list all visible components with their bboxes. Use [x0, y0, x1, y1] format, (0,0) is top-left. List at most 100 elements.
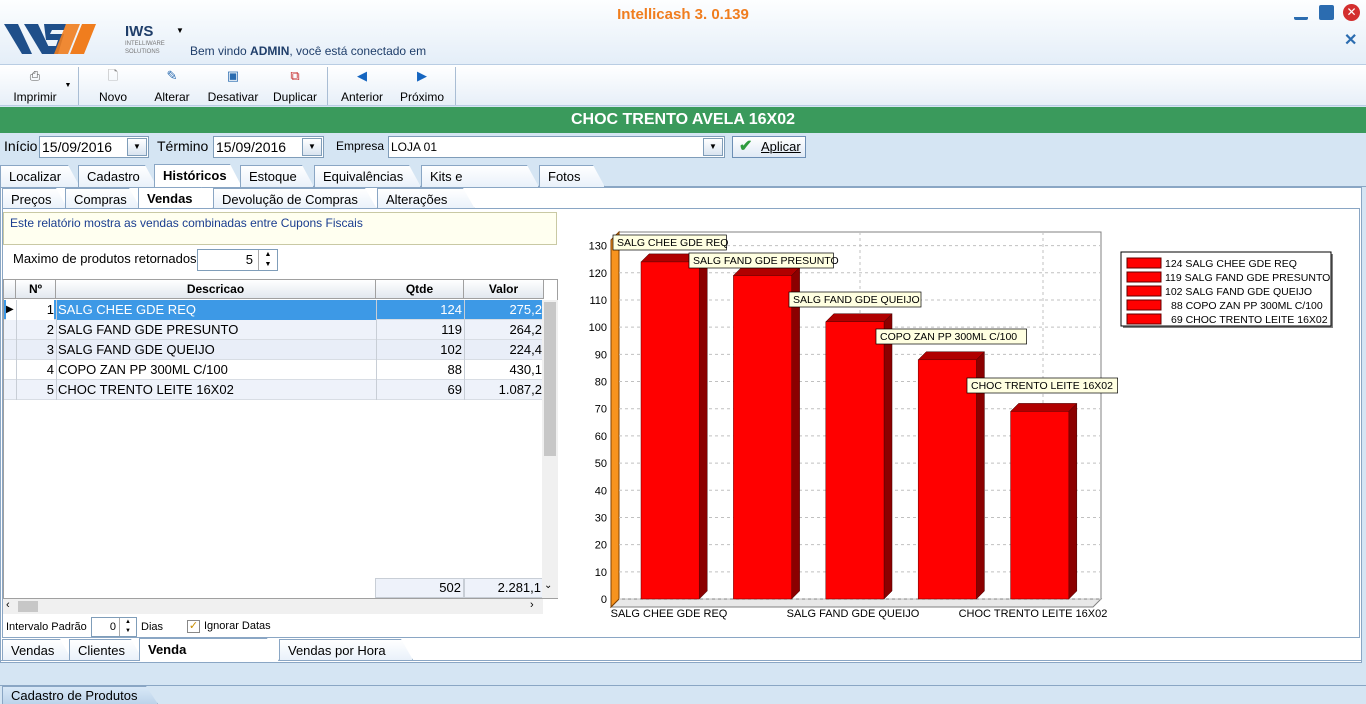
- desativar-button[interactable]: ▣ Desativar: [204, 65, 262, 107]
- alterar-label: Alterar: [154, 90, 190, 104]
- ignorar-datas-label: Ignorar Datas: [204, 620, 271, 632]
- total-valor: 2.281,1: [464, 578, 544, 598]
- y-tick-label: 130: [589, 241, 607, 253]
- tab-fotos-label: Fotos: [548, 169, 581, 184]
- y-tick-label: 30: [595, 512, 607, 524]
- anterior-button[interactable]: ◀ Anterior: [336, 65, 388, 107]
- intervalo-spinner[interactable]: 0: [91, 617, 137, 637]
- desativar-label: Desativar: [207, 90, 259, 104]
- imprimir-label: Imprimir: [13, 90, 57, 104]
- scroll-down-icon[interactable]: ⌄: [544, 580, 553, 591]
- apply-button[interactable]: ✔ Aplicar: [732, 136, 806, 158]
- total-qtde: 502: [375, 578, 464, 598]
- imprimir-button[interactable]: ⎙ Imprimir: [4, 65, 66, 107]
- close-form-icon[interactable]: ✕: [1344, 32, 1358, 49]
- check-icon: ✔: [739, 138, 753, 155]
- empresa-value: LOJA 01: [391, 140, 438, 154]
- grid-header-valor[interactable]: Valor: [464, 280, 544, 299]
- logo-text: IWS: [125, 23, 154, 40]
- bar: [1010, 411, 1070, 600]
- duplicar-button[interactable]: ⧉ Duplicar: [268, 65, 322, 107]
- tab-cadastro-produtos-label: Cadastro de Produtos: [11, 688, 138, 703]
- row-n: 1: [16, 300, 54, 320]
- tab-estoque[interactable]: Estoque: [240, 165, 314, 187]
- minimize-button[interactable]: [1294, 6, 1308, 20]
- ignorar-datas-checkbox[interactable]: ✓: [187, 620, 200, 633]
- y-tick-label: 70: [595, 404, 607, 416]
- table-row[interactable]: ▶ 1 SALG CHEE GDE REQ 124 275,2: [4, 300, 542, 320]
- tab-clientes[interactable]: Clientes: [69, 639, 143, 660]
- grid-header-descricao[interactable]: Descricao: [56, 280, 376, 299]
- tab-equivalencias[interactable]: Equivalências: [314, 165, 421, 187]
- welcome-prefix: Bem vindo: [190, 44, 251, 58]
- scroll-left-icon[interactable]: ‹: [6, 599, 10, 611]
- legend-label: 119 SALG FAND GDE PRESUNTO: [1165, 272, 1330, 284]
- inicio-dropdown-button[interactable]: ▼: [127, 138, 147, 156]
- arrow-right-icon: ▶: [417, 68, 427, 83]
- termino-date-value: 15/09/2016: [216, 139, 287, 155]
- product-title: CHOC TRENTO AVELA 16X02: [0, 107, 1366, 133]
- tab-venda-combinada[interactable]: Venda Combinada: [139, 638, 279, 661]
- data-label-box: [688, 252, 834, 269]
- maximize-button[interactable]: [1319, 5, 1334, 20]
- max-products-label: Maximo de produtos retornados: [13, 251, 197, 266]
- close-button[interactable]: ✕: [1343, 4, 1360, 21]
- tab-kits-producao[interactable]: Kits e Produção: [421, 165, 539, 187]
- row-valor: 430,1: [509, 362, 542, 377]
- tab-vendas-por-hora[interactable]: Vendas por Hora: [279, 639, 413, 660]
- tab-localizar-label: Localizar: [9, 169, 62, 184]
- table-row[interactable]: 2 SALG FAND GDE PRESUNTO 119 264,2: [4, 320, 542, 340]
- bar-side: [698, 253, 708, 600]
- y-tick-label: 60: [595, 431, 607, 443]
- grid-horizontal-scrollbar[interactable]: [3, 599, 543, 614]
- row-n: 5: [46, 382, 54, 397]
- subtab-devolucao-compras[interactable]: Devolução de Compras: [213, 188, 377, 209]
- proximo-label: Próximo: [399, 90, 444, 104]
- y-tick-label: 0: [601, 594, 607, 606]
- table-row[interactable]: 3 SALG FAND GDE QUEIJO 102 224,4: [4, 340, 542, 360]
- title-bar: IWS INTELLIWARE SOLUTIONS ▼ Intellicash …: [0, 0, 1366, 64]
- imprimir-dropdown[interactable]: ▼: [64, 82, 72, 89]
- termino-dropdown-button[interactable]: ▼: [302, 138, 322, 156]
- inicio-date-value: 15/09/2016: [42, 139, 113, 155]
- bar-top: [917, 351, 986, 361]
- logo-menu-arrow[interactable]: ▼: [176, 26, 184, 35]
- novo-button[interactable]: 🗋 Novo: [90, 65, 136, 107]
- max-products-stepper[interactable]: ▲ ▼: [258, 250, 277, 270]
- subtab-compras[interactable]: Compras: [65, 188, 141, 209]
- tab-historicos[interactable]: Históricos: [154, 164, 242, 187]
- window-taskbar: Cadastro de Produtos: [0, 685, 1366, 704]
- tab-localizar[interactable]: Localizar: [0, 165, 80, 187]
- legend-label: 124 SALG CHEE GDE REQ: [1165, 258, 1297, 270]
- max-products-spinner[interactable]: 5: [197, 249, 278, 271]
- x-tick-label: SALG CHEE GDE REQ: [611, 608, 728, 620]
- tab-fotos[interactable]: Fotos: [539, 165, 605, 187]
- alterar-button[interactable]: ✎ Alterar: [148, 65, 196, 107]
- empresa-select[interactable]: LOJA 01: [388, 136, 725, 158]
- y-tick-label: 10: [595, 567, 607, 579]
- subtab-vendas[interactable]: Vendas: [138, 187, 213, 209]
- intervalo-stepper[interactable]: ▲ ▼: [119, 618, 136, 636]
- subtab-precos[interactable]: Preços: [2, 188, 68, 209]
- table-row[interactable]: 5 CHOC TRENTO LEITE 16X02 69 1.087,2: [4, 380, 542, 400]
- scroll-right-icon[interactable]: ›: [530, 599, 534, 611]
- tab-vendas-bottom[interactable]: Vendas: [2, 639, 72, 660]
- tab-cadastro[interactable]: Cadastro: [78, 165, 157, 187]
- grid-hscroll-thumb[interactable]: [18, 601, 38, 612]
- subtab-alteracoes[interactable]: Alterações: [377, 188, 475, 209]
- proximo-button[interactable]: ▶ Próximo: [396, 65, 448, 107]
- novo-label: Novo: [98, 90, 127, 104]
- subtab-vendas-label: Vendas: [147, 191, 193, 206]
- empresa-dropdown-button[interactable]: ▼: [703, 138, 723, 156]
- termino-date-field[interactable]: 15/09/2016: [213, 136, 324, 158]
- table-row[interactable]: 4 COPO ZAN PP 300ML C/100 88 430,1: [4, 360, 542, 380]
- tab-cadastro-produtos[interactable]: Cadastro de Produtos: [2, 686, 158, 704]
- tab-clientes-label: Clientes: [78, 643, 125, 658]
- row-qtde: 119: [441, 322, 462, 337]
- grid-header-indicator: [4, 280, 16, 299]
- grid-header-n[interactable]: Nº: [16, 280, 56, 299]
- grid-vscroll-thumb[interactable]: [544, 302, 556, 456]
- grid-header-qtde[interactable]: Qtde: [376, 280, 464, 299]
- legend-swatch: [1126, 299, 1162, 311]
- inicio-date-field[interactable]: 15/09/2016: [39, 136, 149, 158]
